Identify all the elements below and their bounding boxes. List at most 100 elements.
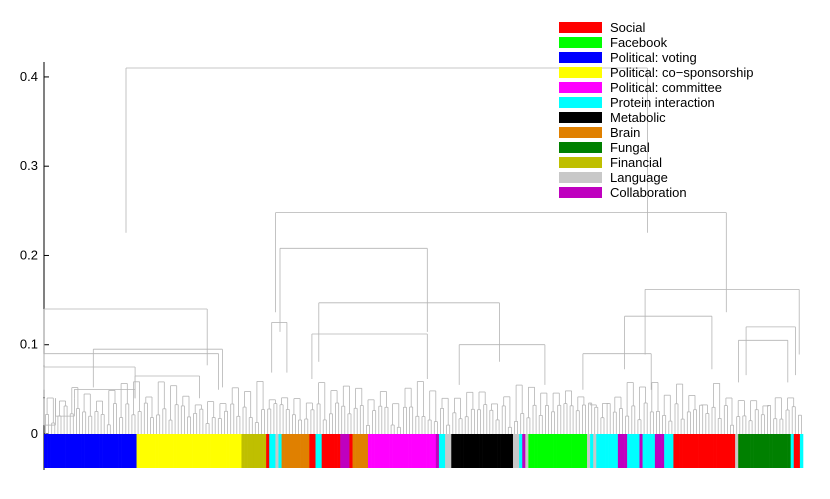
leaf-color-cell: [654, 434, 659, 468]
leaf-color-cell: [624, 434, 628, 468]
leaf-color-cell: [59, 434, 63, 468]
y-axis: 0 0.1 0.2 0.3 0.4: [20, 62, 49, 470]
leaf-color-cell: [778, 434, 782, 468]
leaf-color-cell: [90, 434, 94, 468]
leaf-color-cell: [691, 434, 696, 468]
legend-swatch: [559, 157, 602, 168]
leaf-color-cell: [710, 434, 714, 468]
leaf-color-cell: [793, 434, 798, 468]
y-tick-label: 0.1: [20, 337, 38, 352]
leaf-color-cell: [411, 434, 415, 468]
leaf-color-cell: [358, 434, 363, 468]
legend-swatch: [559, 52, 602, 63]
leaf-color-cell: [226, 434, 230, 468]
leaf-color-cell: [367, 434, 372, 468]
leaf-color-cell: [198, 434, 202, 468]
leaf-color-cell: [238, 434, 242, 468]
leaf-color-cell: [423, 434, 427, 468]
leaf-color-cell: [525, 434, 529, 468]
leaf-color-cell: [750, 434, 754, 468]
leaf-color-cell: [522, 434, 526, 468]
legend-swatch: [559, 142, 602, 153]
leaf-color-cell: [179, 434, 184, 468]
leaf-color-cell: [556, 434, 560, 468]
leaf-color-cell: [210, 434, 214, 468]
leaf-color-cell: [99, 434, 103, 468]
leaf-color-cell: [534, 434, 538, 468]
leaf-color-cell: [620, 434, 625, 468]
leaf-color-cell: [334, 434, 338, 468]
leaf-color-cell: [701, 434, 705, 468]
leaf-color-cell: [417, 434, 421, 468]
leaf-color-cell: [176, 434, 181, 468]
legend-swatch: [559, 187, 602, 198]
leaf-color-cell: [587, 434, 591, 468]
leaf-color-cell: [685, 434, 690, 468]
leaf-color-cell: [321, 434, 326, 468]
leaf-color-cell: [781, 434, 785, 468]
leaf-color-cell: [84, 434, 88, 468]
leaf-color-cell: [442, 434, 446, 468]
leaf-color-cell: [343, 434, 347, 468]
legend-swatch: [559, 82, 602, 93]
leaf-color-cell: [519, 434, 523, 468]
leaf-color-cell: [297, 434, 301, 468]
leaf-color-cell: [611, 434, 616, 468]
leaf-color-cell: [398, 434, 403, 468]
leaf-category-bar: [44, 434, 804, 468]
dendrogram-tree: [43, 67, 802, 434]
leaf-color-cell: [121, 434, 125, 468]
leaf-color-cell: [728, 434, 733, 468]
leaf-color-cell: [389, 434, 393, 468]
leaf-color-cell: [232, 434, 236, 468]
leaf-color-cell: [537, 434, 542, 468]
leaf-color-cell: [337, 434, 341, 468]
leaf-color-cell: [374, 434, 378, 468]
leaf-color-cell: [74, 434, 79, 468]
leaf-color-cell: [185, 434, 190, 468]
leaf-color-cell: [408, 434, 412, 468]
leaf-color-cell: [71, 434, 76, 468]
leaf-color-cell: [207, 434, 211, 468]
leaf-color-cell: [235, 434, 239, 468]
leaf-color-cell: [216, 434, 221, 468]
leaf-color-cell: [787, 434, 791, 468]
leaf-color-cell: [50, 434, 54, 468]
leaf-color-cell: [201, 434, 205, 468]
leaf-color-cell: [263, 434, 267, 468]
leaf-color-cell: [707, 434, 711, 468]
legend-swatch: [559, 97, 602, 108]
leaf-color-cell: [713, 434, 717, 468]
leaf-color-cell: [796, 434, 801, 468]
leaf-color-cell: [645, 434, 650, 468]
leaf-color-cell: [195, 434, 199, 468]
leaf-color-cell: [386, 434, 390, 468]
leaf-color-cell: [553, 434, 557, 468]
leaf-color-cell: [77, 434, 82, 468]
leaf-color-cell: [139, 434, 144, 468]
leaf-color-cell: [349, 434, 353, 468]
leaf-color-cell: [189, 434, 193, 468]
leaf-color-cell: [275, 434, 279, 468]
leaf-color-cell: [142, 434, 147, 468]
leaf-color-cell: [65, 434, 69, 468]
leaf-color-cell: [753, 434, 758, 468]
leaf-color-cell: [512, 434, 517, 468]
leaf-color-cell: [741, 434, 745, 468]
leaf-color-cell: [775, 434, 779, 468]
leaf-color-cell: [772, 434, 776, 468]
leaf-color-cell: [491, 434, 495, 468]
leaf-color-cell: [617, 434, 622, 468]
leaf-color-cell: [574, 434, 579, 468]
leaf-color-cell: [448, 434, 452, 468]
y-tick-label: 0: [31, 426, 38, 441]
leaf-color-cell: [605, 434, 609, 468]
legend-swatch: [559, 127, 602, 138]
leaf-color-cell: [164, 434, 168, 468]
leaf-color-cell: [503, 434, 508, 468]
leaf-color-cell: [93, 434, 97, 468]
leaf-color-cell: [182, 434, 187, 468]
leaf-color-cell: [472, 434, 477, 468]
leaf-color-cell: [790, 434, 795, 468]
